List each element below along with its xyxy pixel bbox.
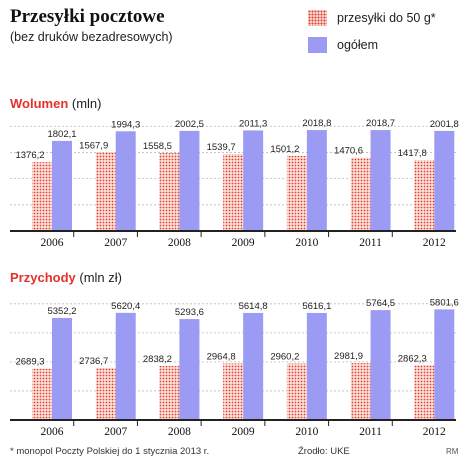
legend-label-series1: przesyłki do 50 g* <box>337 11 436 25</box>
bar-series2 <box>179 319 200 420</box>
bar-series2 <box>306 130 327 231</box>
bar-series2 <box>434 130 455 231</box>
volume-title-strong: Wolumen <box>10 96 69 111</box>
bar-series1 <box>159 365 180 420</box>
bar-series2 <box>179 130 200 231</box>
data-label-series1: 2689,3 <box>15 357 44 368</box>
volume-chart: 1376,21802,120061567,91994,320071558,520… <box>10 118 459 246</box>
revenue-chart: 2689,3 5352,2 2006 2736,7 5620,4 2007 2838,2 52… <box>10 297 459 438</box>
bar-series2 <box>306 312 327 420</box>
data-label-series1: 1501,2 <box>270 144 299 155</box>
source-note: Źrodło: UKE <box>298 446 350 457</box>
data-label-series2: 5293,6 <box>175 307 204 318</box>
bar-series2 <box>52 140 72 231</box>
data-label-series1: 1470,6 <box>334 145 363 156</box>
data-label-series1: 2736,7 <box>79 356 108 367</box>
x-tick-label: 2010 <box>295 237 318 246</box>
legend-swatch-dotted <box>308 10 327 26</box>
bar-series2 <box>370 130 391 231</box>
x-tick-label: 2006 <box>41 237 64 246</box>
data-label-series1: 1376,2 <box>15 150 44 161</box>
legend-item-series1: przesyłki do 50 g* <box>308 10 436 26</box>
data-label-series2: 2011,3 <box>239 118 267 129</box>
data-label-series1: 2964,8 <box>207 351 236 362</box>
x-tick-label: 2012 <box>423 237 446 246</box>
revenue-section-title: Przychody (mln zł) <box>10 270 122 285</box>
data-label-series2: 5614,8 <box>239 301 268 312</box>
data-label-series1: 2838,2 <box>143 354 172 365</box>
data-label-series1: 2960,2 <box>270 352 299 363</box>
data-label-series2: 1994,3 <box>111 119 140 130</box>
data-label-series1: 1539,7 <box>207 142 236 153</box>
data-label-series1: 1558,5 <box>143 141 172 152</box>
bar-series2 <box>243 130 264 231</box>
data-label-series2: 2018,7 <box>366 118 395 129</box>
bar-series1 <box>32 368 52 420</box>
chart-title: Przesyłki pocztowe <box>10 6 165 27</box>
bar-series1 <box>350 157 371 231</box>
bar-series1 <box>286 363 307 420</box>
x-tick-label: 2009 <box>232 426 255 438</box>
bar-series1 <box>32 162 52 231</box>
x-tick-label: 2011 <box>359 426 382 438</box>
legend-label-series2: ogółem <box>337 38 378 52</box>
x-tick-label: 2008 <box>168 237 191 246</box>
volume-section-title: Wolumen (mln) <box>10 96 102 111</box>
revenue-title-unit: (mln zł) <box>79 270 122 285</box>
bar-series1 <box>159 153 180 231</box>
x-tick-label: 2012 <box>423 426 446 438</box>
x-tick-label: 2011 <box>359 237 382 246</box>
data-label-series2: 1802,1 <box>47 129 76 140</box>
bar-series2 <box>52 317 72 420</box>
bar-series1 <box>350 363 371 420</box>
x-tick-label: 2009 <box>232 237 255 246</box>
data-label-series2: 5352,2 <box>47 306 76 317</box>
data-label-series1: 1417,8 <box>398 148 427 159</box>
bar-series1 <box>95 152 116 231</box>
data-label-series2: 2018,8 <box>302 118 331 129</box>
data-label-series1: 2981,9 <box>334 351 363 362</box>
x-tick-label: 2007 <box>104 426 127 438</box>
bar-series1 <box>286 155 307 231</box>
x-tick-label: 2008 <box>168 426 191 438</box>
bar-series2 <box>115 131 136 231</box>
bar-series1 <box>95 367 116 420</box>
legend-item-series2: ogółem <box>308 37 378 53</box>
x-tick-label: 2007 <box>104 237 127 246</box>
data-label-series2: 2001,8 <box>430 119 459 130</box>
bar-series2 <box>115 312 136 420</box>
x-tick-label: 2006 <box>41 426 64 438</box>
data-label-series1: 1567,9 <box>79 141 108 152</box>
revenue-title-strong: Przychody <box>10 270 76 285</box>
legend-swatch-solid <box>308 37 327 53</box>
chart-subtitle: (bez druków bezadresowych) <box>10 30 173 44</box>
credit: RM <box>446 447 459 456</box>
data-label-series2: 5616,1 <box>302 301 331 312</box>
bar-series1 <box>414 365 435 420</box>
bar-series1 <box>414 160 435 231</box>
x-tick-label: 2010 <box>295 426 318 438</box>
data-label-series1: 2862,3 <box>398 353 427 364</box>
bar-series1 <box>223 363 244 420</box>
bar-series2 <box>370 310 391 420</box>
data-label-series2: 5764,5 <box>366 298 395 309</box>
bar-series2 <box>243 312 264 420</box>
bar-series1 <box>223 154 244 231</box>
footnote: * monopol Poczty Polskiej do 1 stycznia … <box>10 446 210 457</box>
data-label-series2: 2002,5 <box>175 119 204 130</box>
data-label-series2: 5801,6 <box>430 297 459 308</box>
volume-title-unit: (mln) <box>71 96 102 111</box>
bar-series2 <box>434 309 455 420</box>
data-label-series2: 5620,4 <box>111 301 140 312</box>
